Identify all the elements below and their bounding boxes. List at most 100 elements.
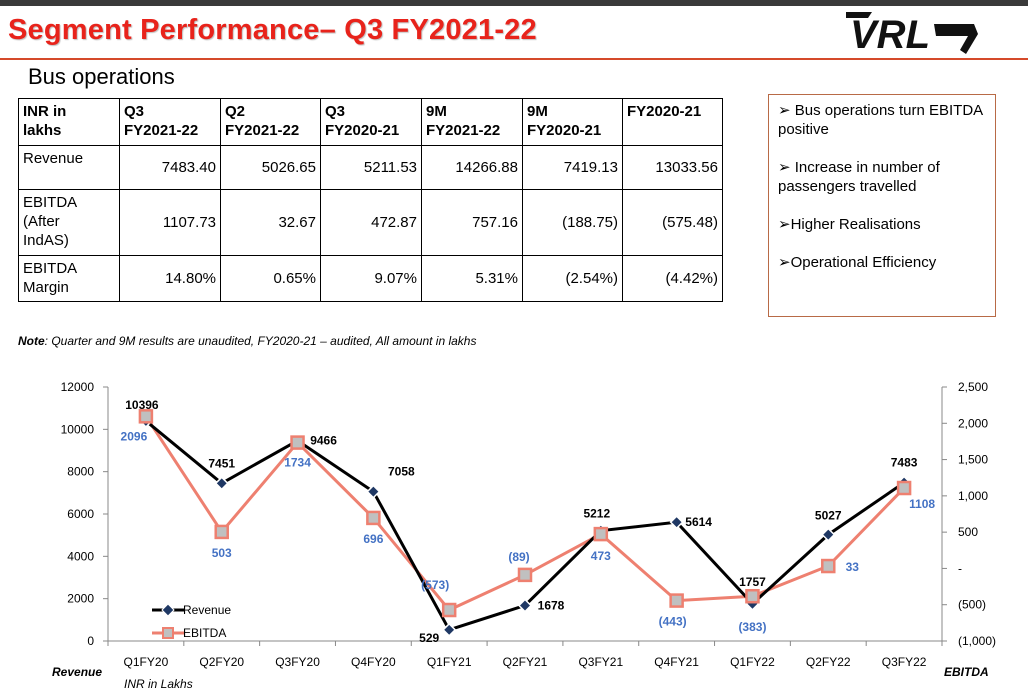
table-cell: 14266.88 (421, 145, 523, 190)
x-tick-label: Q1FY22 (730, 655, 775, 669)
table-header: Q2 FY2021-22 (220, 98, 321, 146)
table-cell: 9.07% (320, 255, 422, 302)
ebitda-data-label: 33 (846, 560, 860, 574)
revenue-data-label: 1757 (739, 575, 766, 589)
ebitda-point (366, 510, 381, 526)
left-tick-label: 4000 (67, 549, 94, 563)
left-tick-label: 12000 (61, 380, 95, 394)
table-cell: (188.75) (522, 189, 623, 256)
segment-chart: 0 2000 4000 6000 8000 10000 12000 (1,000) (500) -… (52, 380, 996, 691)
table-header: 9M FY2020-21 (522, 98, 623, 146)
revenue-point (366, 484, 381, 499)
financial-table: INR in lakhs Q3 FY2021-22 Q2 FY2021-22 Q3 FY… (18, 98, 723, 302)
x-tick-label: Q4FY20 (351, 655, 396, 669)
table-cell: 7419.13 (522, 145, 623, 190)
left-tick-label: 6000 (67, 507, 94, 521)
revenue-data-label: 5212 (583, 507, 610, 521)
ebitda-data-label: (573) (421, 578, 449, 592)
table-cell: (4.42%) (622, 255, 723, 302)
x-tick-label: Q1FY20 (124, 655, 169, 669)
table-row-ebitda: EBITDA (After IndAS) 1107.73 32.67 472.87 … (18, 189, 723, 256)
table-cell: 5026.65 (220, 145, 321, 190)
right-tick-label: - (958, 561, 962, 575)
highlights-box: ➢ Bus operations turn EBITDA positive ➢ … (768, 94, 996, 317)
revenue-data-label: 10396 (125, 398, 159, 412)
table-cell: 1107.73 (119, 189, 221, 256)
highlight-item: ➢Operational Efficiency (778, 254, 937, 271)
ebitda-data-label: 1734 (284, 456, 311, 470)
highlight-item: ➢ Increase in number of passengers trave… (778, 159, 940, 195)
ebitda-point (517, 567, 533, 583)
footnote: Note: Quarter and 9M results are unaudit… (18, 334, 477, 348)
row-label: EBITDA Margin (18, 255, 120, 302)
right-tick-label: 1,500 (958, 453, 988, 467)
ebitda-point (745, 588, 760, 604)
revenue-data-label: 1678 (538, 598, 565, 612)
revenue-point (442, 622, 457, 637)
ebitda-data-label: 696 (363, 532, 383, 546)
ebitda-point (290, 435, 305, 450)
table-cell: 14.80% (119, 255, 221, 302)
table-cell: 5.31% (421, 255, 523, 302)
legend-revenue-marker (161, 603, 175, 617)
legend-revenue-label: Revenue (183, 603, 231, 617)
left-tick-label: 2000 (67, 592, 94, 606)
x-tick-label: Q2FY22 (806, 655, 851, 669)
revenue-data-label: 7451 (208, 456, 235, 470)
highlight-item: ➢Higher Realisations (778, 216, 921, 233)
left-tick-label: 10000 (61, 422, 95, 436)
table-header: FY2020-21 (622, 98, 723, 146)
table-cell: 472.87 (320, 189, 422, 256)
table-cell: 5211.53 (320, 145, 422, 190)
ebitda-point (138, 409, 154, 424)
x-tick-label: Q3FY22 (882, 655, 927, 669)
right-axis-title: EBITDA (944, 665, 989, 679)
table-cell: 0.65% (220, 255, 321, 302)
table-cell: 32.67 (220, 189, 321, 256)
section-subtitle: Bus operations (28, 64, 175, 89)
ebitda-point (669, 593, 684, 608)
table-header: 9M FY2021-22 (421, 98, 523, 146)
row-label: EBITDA (After IndAS) (18, 189, 120, 256)
table-header: INR in lakhs (18, 98, 120, 146)
revenue-data-label: 529 (419, 631, 439, 645)
left-axis-title: Revenue (52, 665, 102, 679)
row-label: Revenue (18, 145, 120, 190)
table-cell: (2.54%) (522, 255, 623, 302)
revenue-data-label: 7483 (891, 456, 918, 470)
right-tick-label: 2,000 (958, 416, 988, 430)
top-bar (0, 0, 1028, 6)
ebitda-point (441, 602, 457, 618)
revenue-point (517, 598, 533, 613)
ebitda-data-label: 473 (591, 549, 611, 563)
revenue-data-label: 5027 (815, 509, 842, 523)
ebitda-data-label: (383) (738, 620, 766, 634)
legend-ebitda-label: EBITDA (183, 626, 226, 640)
revenue-data-label: 9466 (310, 434, 337, 448)
table-row-ebitda-margin: EBITDA Margin 14.80% 0.65% 9.07% 5.31% (2… (18, 255, 723, 302)
ebitda-data-label: (89) (508, 550, 529, 564)
table-row-revenue: Revenue 7483.40 5026.65 5211.53 14266.88… (18, 145, 723, 190)
table-header: Q3 FY2020-21 (320, 98, 422, 146)
right-tick-label: 2,500 (958, 380, 988, 394)
ebitda-data-label: 2096 (121, 429, 148, 443)
x-tick-label: Q4FY21 (654, 655, 699, 669)
page-title: Segment Performance– Q3 FY2021-22 (8, 14, 537, 46)
ebitda-point (821, 558, 836, 574)
ebitda-data-label: (443) (659, 615, 687, 629)
table-header: Q3 FY2021-22 (119, 98, 221, 146)
right-tick-label: 500 (958, 525, 978, 539)
x-tick-label: Q1FY21 (427, 655, 472, 669)
revenue-point (214, 476, 229, 491)
right-tick-label: (500) (958, 598, 986, 612)
header-divider (0, 58, 1028, 60)
table-cell: (575.48) (622, 189, 723, 256)
vrl-logo: VRL (846, 12, 978, 57)
x-tick-label: Q2FY21 (503, 655, 548, 669)
ebitda-data-label: 503 (212, 546, 232, 560)
revenue-data-label: 7058 (388, 465, 415, 479)
right-tick-label: 1,000 (958, 489, 988, 503)
revenue-point (669, 515, 684, 530)
legend-ebitda-marker (162, 627, 174, 639)
table-cell: 7483.40 (119, 145, 221, 190)
